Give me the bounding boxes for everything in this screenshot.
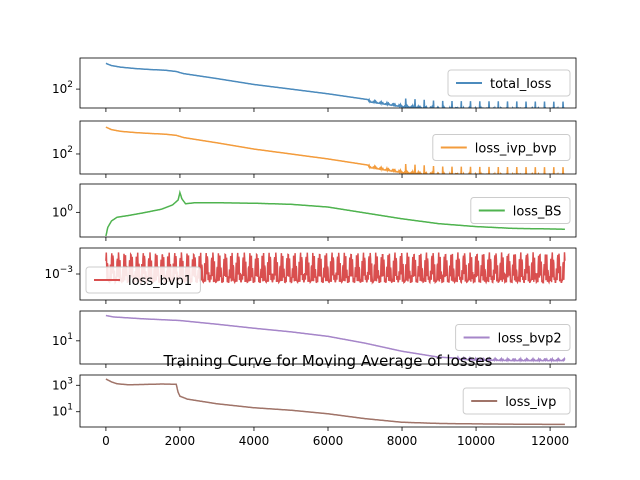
- legend: total_loss: [447, 69, 571, 97]
- x-tick-label: 4000: [239, 434, 270, 448]
- x-tick-label: 8000: [387, 434, 418, 448]
- subplot-loss_BS: 100 loss_BS: [52, 183, 577, 241]
- legend-label: total_loss: [490, 77, 552, 92]
- legend: loss_bvp2: [455, 324, 571, 351]
- y-tick-label: 103: [52, 376, 73, 392]
- legend: loss_BS: [470, 197, 571, 224]
- legend-label: loss_BS: [513, 205, 562, 220]
- series-line-total_loss: [105, 62, 565, 108]
- legend: loss_ivp: [462, 387, 571, 415]
- subplot-loss_ivp: 103 101 0 2000 4000 6000 8000 10000 12000 loss_iv…: [52, 374, 577, 448]
- legend-label: loss_bvp1: [128, 274, 192, 289]
- legend-box: [85, 266, 201, 294]
- legend-label: loss_ivp: [505, 395, 556, 410]
- legend-box: [455, 324, 571, 351]
- subplot-total_loss: 102 total_loss: [52, 57, 577, 112]
- x-tick-label: 10000: [457, 434, 495, 448]
- y-tick-label: 101: [52, 332, 73, 348]
- legend-box: [470, 197, 571, 224]
- series-line-loss_bvp2: [105, 314, 566, 364]
- legend-box: [462, 387, 571, 415]
- series-line-loss_BS: [105, 189, 565, 237]
- figure-title: Training Curve for Moving Average of los…: [163, 352, 493, 370]
- x-tick-label: 6000: [313, 434, 344, 448]
- legend-box: [432, 134, 571, 161]
- subplot-loss_ivp_bvp: 102 loss_ivp_bvp: [52, 120, 577, 178]
- legend-label: loss_bvp2: [498, 332, 562, 347]
- legend: loss_ivp_bvp: [432, 134, 571, 161]
- y-tick-label: 102: [52, 145, 73, 161]
- y-tick-label: 100: [52, 203, 73, 219]
- legend-box: [447, 69, 571, 97]
- subplot-loss_bvp2: 101 loss_bvp2: [52, 310, 577, 368]
- y-tick-label: 102: [52, 80, 73, 96]
- legend-label: loss_ivp_bvp: [475, 142, 557, 157]
- x-tick-label: 12000: [531, 434, 569, 448]
- y-tick-label: 101: [52, 403, 73, 419]
- series-line-loss_ivp: [105, 378, 565, 426]
- y-tick-label: 10−3: [44, 265, 73, 281]
- subplot-loss_bvp1: 10−3 loss_bvp1: [44, 247, 577, 304]
- x-tick-label: 2000: [165, 434, 196, 448]
- x-tick-label: 0: [102, 434, 110, 448]
- series-line-loss_ivp_bvp: [105, 126, 565, 174]
- legend: loss_bvp1: [85, 266, 201, 294]
